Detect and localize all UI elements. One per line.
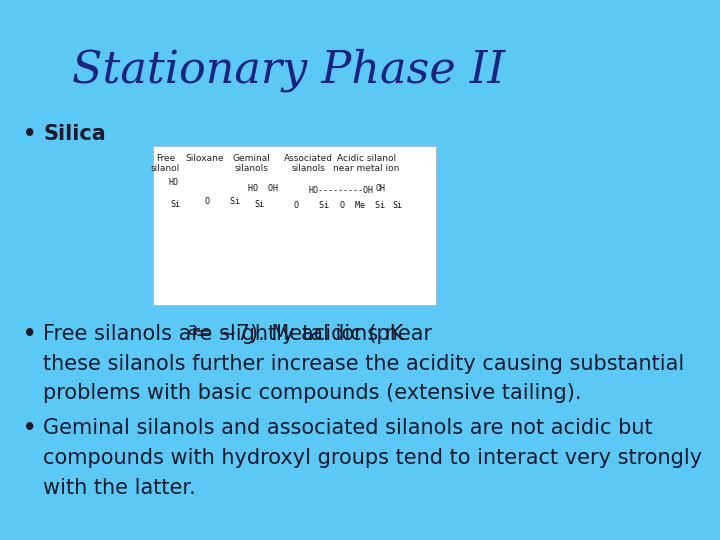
Text: OH: OH	[375, 184, 385, 193]
Text: with the latter.: with the latter.	[43, 478, 196, 498]
Text: HO---------OH: HO---------OH	[309, 186, 374, 195]
FancyBboxPatch shape	[153, 146, 436, 305]
Text: O  Me  Si: O Me Si	[341, 201, 385, 210]
Text: Free
silanol: Free silanol	[151, 154, 180, 173]
Text: Silica: Silica	[43, 124, 106, 144]
Text: problems with basic compounds (extensive tailing).: problems with basic compounds (extensive…	[43, 383, 582, 403]
Text: Geminal
silanols: Geminal silanols	[232, 154, 270, 173]
Text: Si: Si	[392, 201, 402, 210]
Text: Stationary Phase II: Stationary Phase II	[72, 49, 505, 92]
Text: Si: Si	[170, 200, 180, 209]
Text: Free silanols are slightly acidic (pK: Free silanols are slightly acidic (pK	[43, 324, 404, 344]
Text: •: •	[23, 124, 37, 144]
Text: these silanols further increase the acidity causing substantial: these silanols further increase the acid…	[43, 354, 685, 374]
Text: Associated
silanols: Associated silanols	[284, 154, 333, 173]
Text: Si: Si	[254, 200, 264, 209]
Text: a: a	[189, 321, 199, 339]
Text: Geminal silanols and associated silanols are not acidic but: Geminal silanols and associated silanols…	[43, 418, 653, 438]
Text: •: •	[23, 418, 37, 438]
Text: O    Si: O Si	[294, 201, 329, 210]
Text: Acidic silanol
near metal ion: Acidic silanol near metal ion	[333, 154, 400, 173]
Text: compounds with hydroxyl groups tend to interact very strongly: compounds with hydroxyl groups tend to i…	[43, 448, 703, 468]
Text: HO  OH: HO OH	[248, 184, 278, 193]
Text: Siloxane: Siloxane	[186, 154, 224, 163]
Text: = ~7). Metal ions near: = ~7). Metal ions near	[195, 324, 433, 344]
Text: O    Si: O Si	[205, 197, 240, 206]
Text: HO: HO	[168, 178, 179, 187]
Text: •: •	[23, 324, 37, 344]
